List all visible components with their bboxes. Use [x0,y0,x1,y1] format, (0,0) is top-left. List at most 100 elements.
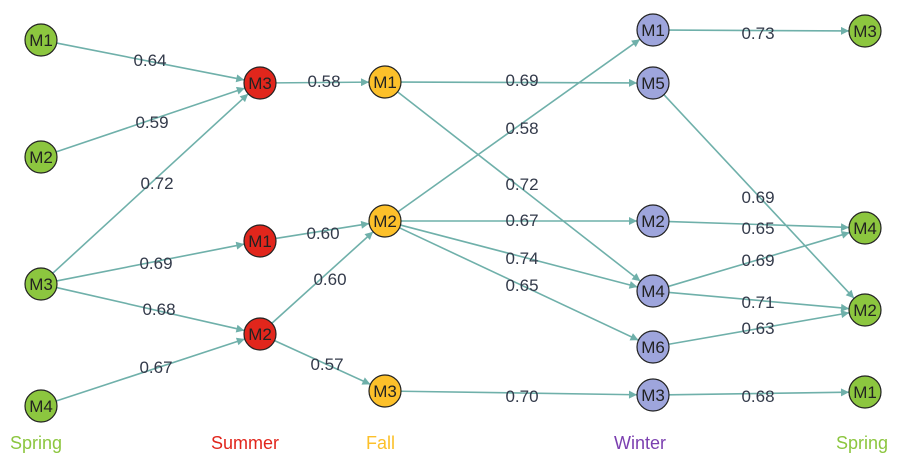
edge-wi_M5-to-sp2_M2 [663,94,855,299]
edge-fa_M2-to-wi_M1 [397,38,641,213]
node-circle [636,378,670,412]
edge-labels-layer: 0.64 0.59 0.72 0.69 0.68 0.67 0.58 0.60 0.60 0.57… [133,24,774,406]
season-labels: Spring Summer Fall Winter Spring [10,433,888,453]
edge-su_M1-to-fa_M2 [275,220,370,240]
season-label-winter: Winter [614,433,666,453]
node-wi_M6: M6 [636,330,670,364]
edge-weight-label: 0.74 [505,249,538,268]
edge-weight-label: 0.67 [139,358,172,377]
node-sp1_M1: M1 [24,23,58,57]
edge-wi_M3-to-sp2_M1 [668,388,850,397]
node-circle [848,293,882,327]
node-circle [24,389,58,423]
node-label: M1 [853,383,877,402]
edge-weight-label: 0.57 [310,355,343,374]
node-circle [368,204,402,238]
edge-su_M2-to-fa_M3 [274,339,371,386]
edge-weight-label: 0.69 [139,254,172,273]
node-sp1_M3: M3 [24,267,58,301]
edge-fa_M2-to-wi_M4 [400,224,638,289]
node-wi_M1: M1 [636,13,670,47]
edge-fa_M2-to-wi_M6 [399,227,639,341]
node-wi_M4: M4 [636,274,670,308]
node-label: M2 [373,212,397,231]
node-wi_M2: M2 [636,204,670,238]
node-label: M1 [641,21,665,40]
node-fa_M2: M2 [368,204,402,238]
edge-weight-label: 0.69 [741,251,774,270]
edge-weight-label: 0.69 [741,188,774,207]
node-sp2_M2: M2 [848,293,882,327]
edge-wi_M4-to-sp2_M4 [668,231,850,288]
node-circle [243,317,277,351]
edge-sp1_M1-to-su_M3 [56,42,245,83]
node-circle [24,140,58,174]
node-sp2_M1: M1 [848,375,882,409]
node-label: M3 [641,386,665,405]
edge-weight-label: 0.63 [741,319,774,338]
edge-sp1_M3-to-su_M1 [56,241,245,282]
edge-weight-label: 0.60 [306,224,339,243]
edge-weight-label: 0.58 [307,72,340,91]
node-circle [848,375,882,409]
edge-wi_M4-to-sp2_M2 [668,291,850,312]
edge-weight-label: 0.59 [135,113,168,132]
node-label: M2 [641,212,665,231]
edge-weight-label: 0.69 [505,71,538,90]
edge-fa_M1-to-wi_M5 [400,78,638,87]
edge-sp1_M2-to-su_M3 [55,86,246,153]
node-circle [636,330,670,364]
edge-weight-label: 0.72 [505,175,538,194]
node-sp2_M3: M3 [848,14,882,48]
edge-weight-label: 0.64 [133,51,166,70]
node-circle [24,23,58,57]
node-label: M4 [641,282,665,301]
edge-wi_M2-to-sp2_M4 [668,220,850,232]
node-circle [368,374,402,408]
node-su_M2: M2 [243,317,277,351]
edge-weight-label: 0.58 [505,119,538,138]
edge-weight-label: 0.72 [140,174,173,193]
node-su_M1: M1 [243,224,277,258]
nodes-layer: M1 M2 M3 M4 M3 M1 M2 M1 M2 M3 M1 M5 M2 M4 M6 M3 M3 M4 M2 M1 [24,13,882,423]
node-circle [636,66,670,100]
node-fa_M1: M1 [368,65,402,99]
node-circle [848,14,882,48]
edges-layer [52,26,855,402]
node-sp1_M2: M2 [24,140,58,174]
node-circle [368,65,402,99]
edge-sp1_M3-to-su_M2 [56,286,245,333]
season-label-fall: Fall [366,433,395,453]
edge-su_M2-to-fa_M2 [271,231,374,324]
edge-weight-label: 0.70 [505,387,538,406]
node-label: M1 [29,31,53,50]
edge-weight-label: 0.65 [505,276,538,295]
node-label: M2 [853,301,877,320]
edge-fa_M1-to-wi_M4 [397,91,641,282]
node-circle [636,204,670,238]
node-sp2_M4: M4 [848,211,882,245]
node-label: M3 [29,275,53,294]
edge-fa_M3-to-wi_M3 [400,390,638,399]
node-circle [636,13,670,47]
season-label-spring-2: Spring [836,433,888,453]
node-label: M4 [853,219,877,238]
node-wi_M3: M3 [636,378,670,412]
node-circle [24,267,58,301]
node-label: M2 [29,148,53,167]
node-label: M1 [373,73,397,92]
node-su_M3: M3 [243,66,277,100]
edge-wi_M1-to-sp2_M3 [668,26,850,35]
node-wi_M5: M5 [636,66,670,100]
edge-sp1_M3-to-su_M3 [52,93,249,274]
node-circle [636,274,670,308]
node-label: M3 [248,74,272,93]
edge-weight-label: 0.68 [142,300,175,319]
season-label-summer: Summer [211,433,279,453]
edge-weight-label: 0.68 [741,387,774,406]
node-circle [243,224,277,258]
edge-wi_M6-to-sp2_M2 [668,310,850,346]
node-label: M1 [248,232,272,251]
